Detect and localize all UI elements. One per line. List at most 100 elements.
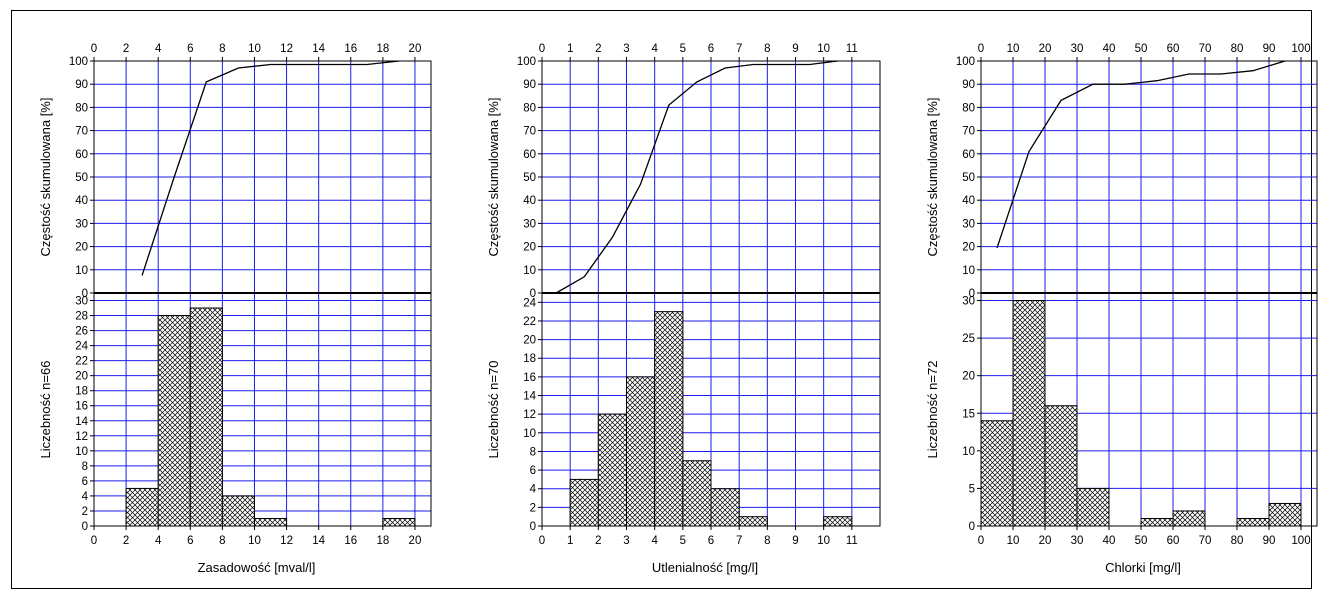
y-tick-label-cumulative: 90 bbox=[523, 79, 536, 91]
x-tick-label-bottom: 3 bbox=[623, 535, 629, 547]
y-tick-label-histogram: 2 bbox=[82, 506, 88, 518]
x-tick-label-bottom: 10 bbox=[248, 535, 261, 547]
x-tick-label-top: 8 bbox=[764, 43, 770, 55]
x-tick-label-top: 30 bbox=[1071, 43, 1084, 55]
y-tick-label-histogram: 12 bbox=[75, 431, 88, 443]
chart-panel-3: 0010102020303040405050606070708080909010… bbox=[925, 43, 1318, 575]
histogram-bar bbox=[569, 478, 599, 527]
x-tick-label-bottom: 30 bbox=[1071, 535, 1084, 547]
y-tick-label-cumulative: 70 bbox=[75, 126, 88, 138]
histogram-bar bbox=[1172, 510, 1206, 527]
histogram-bar bbox=[823, 516, 853, 527]
x-tick-label-top: 10 bbox=[817, 43, 830, 55]
y-tick-label-cumulative: 100 bbox=[69, 56, 88, 68]
y-tick-label-cumulative: 10 bbox=[523, 265, 536, 277]
x-tick-label-top: 80 bbox=[1231, 43, 1244, 55]
y-tick-label-histogram: 16 bbox=[523, 372, 536, 384]
cumulative-line bbox=[555, 60, 838, 294]
y-tick-label-cumulative: 80 bbox=[523, 102, 536, 114]
x-tick-label-top: 1 bbox=[567, 43, 573, 55]
x-tick-label-bottom: 20 bbox=[409, 535, 422, 547]
y-axis-title-cumulative: Częstość skumulowana [%] bbox=[486, 98, 501, 257]
y-tick-label-histogram: 20 bbox=[962, 371, 975, 383]
x-tick-label-top: 2 bbox=[595, 43, 601, 55]
x-tick-label-top: 4 bbox=[651, 43, 658, 55]
x-tick-label-bottom: 6 bbox=[708, 535, 714, 547]
histogram-bar bbox=[189, 307, 223, 527]
x-tick-label-bottom: 18 bbox=[376, 535, 389, 547]
histogram-bar bbox=[682, 460, 712, 527]
histogram-bar bbox=[738, 516, 768, 527]
y-tick-label-histogram: 10 bbox=[962, 446, 975, 458]
y-tick-label-histogram: 22 bbox=[75, 356, 88, 368]
y-tick-label-cumulative: 30 bbox=[962, 218, 975, 230]
y-tick-label-cumulative: 40 bbox=[75, 195, 88, 207]
figure-frame bbox=[11, 10, 1312, 589]
y-tick-label-histogram: 8 bbox=[530, 446, 536, 458]
histogram-bars bbox=[125, 307, 416, 527]
y-tick-label-histogram: 15 bbox=[962, 408, 975, 420]
x-tick-label-bottom: 6 bbox=[187, 535, 193, 547]
chart-panel-1: 0022446688101012121414161618182020010203… bbox=[38, 43, 432, 575]
x-tick-label-top: 3 bbox=[623, 43, 629, 55]
x-tick-label-bottom: 2 bbox=[123, 535, 129, 547]
y-tick-label-histogram: 2 bbox=[530, 502, 536, 514]
histogram-bar bbox=[597, 413, 627, 527]
x-tick-label-bottom: 40 bbox=[1103, 535, 1116, 547]
y-axis-title-histogram: Liczebność n=72 bbox=[925, 361, 940, 459]
y-tick-label-cumulative: 60 bbox=[523, 149, 536, 161]
histogram-bar bbox=[1076, 487, 1110, 527]
histogram-bar bbox=[1012, 300, 1046, 527]
x-tick-label-bottom: 100 bbox=[1291, 535, 1310, 547]
histogram-bar bbox=[221, 495, 255, 527]
histogram-bar bbox=[253, 517, 288, 527]
x-tick-label-top: 10 bbox=[248, 43, 261, 55]
cumulative-line bbox=[996, 60, 1286, 249]
x-tick-label-bottom: 80 bbox=[1231, 535, 1244, 547]
x-tick-label-top: 7 bbox=[736, 43, 742, 55]
y-tick-label-histogram: 22 bbox=[523, 316, 536, 328]
x-axis-title: Utlenialność [mg/l] bbox=[652, 560, 758, 575]
x-tick-label-top: 4 bbox=[155, 43, 162, 55]
x-tick-label-top: 20 bbox=[409, 43, 422, 55]
x-tick-label-top: 8 bbox=[219, 43, 225, 55]
y-tick-label-cumulative: 40 bbox=[962, 195, 975, 207]
histogram-bar bbox=[125, 487, 159, 527]
x-tick-label-top: 0 bbox=[91, 43, 97, 55]
x-tick-label-top: 70 bbox=[1199, 43, 1212, 55]
x-tick-label-bottom: 8 bbox=[219, 535, 225, 547]
x-tick-label-bottom: 4 bbox=[651, 535, 658, 547]
x-tick-label-bottom: 0 bbox=[978, 535, 984, 547]
histogram-bar bbox=[382, 517, 416, 527]
histogram-bar bbox=[654, 311, 684, 527]
histogram-bar bbox=[626, 376, 656, 527]
y-tick-label-histogram: 20 bbox=[75, 371, 88, 383]
histogram-bar bbox=[1236, 517, 1270, 527]
y-tick-label-histogram: 14 bbox=[523, 391, 536, 403]
x-tick-label-bottom: 16 bbox=[344, 535, 357, 547]
y-tick-label-cumulative: 70 bbox=[962, 126, 975, 138]
x-tick-label-bottom: 9 bbox=[792, 535, 798, 547]
y-tick-label-cumulative: 10 bbox=[75, 265, 88, 277]
y-tick-label-cumulative: 20 bbox=[962, 242, 975, 254]
x-tick-label-top: 90 bbox=[1263, 43, 1276, 55]
x-tick-label-bottom: 90 bbox=[1263, 535, 1276, 547]
y-tick-label-histogram: 10 bbox=[523, 428, 536, 440]
y-tick-label-histogram: 5 bbox=[969, 483, 975, 495]
y-tick-label-cumulative: 30 bbox=[523, 218, 536, 230]
y-tick-label-cumulative: 0 bbox=[530, 288, 536, 300]
y-tick-label-cumulative: 60 bbox=[962, 149, 975, 161]
x-tick-label-top: 6 bbox=[187, 43, 193, 55]
y-tick-label-cumulative: 70 bbox=[523, 126, 536, 138]
x-tick-label-bottom: 5 bbox=[680, 535, 686, 547]
x-tick-label-top: 0 bbox=[539, 43, 545, 55]
histogram-bar bbox=[157, 315, 191, 527]
y-tick-label-histogram: 0 bbox=[530, 521, 536, 533]
x-tick-label-bottom: 4 bbox=[155, 535, 162, 547]
y-tick-label-cumulative: 0 bbox=[82, 288, 88, 300]
histogram-bars bbox=[569, 311, 853, 527]
y-tick-label-histogram: 25 bbox=[962, 333, 975, 345]
x-axis-title: Chlorki [mg/l] bbox=[1105, 560, 1181, 575]
x-tick-label-bottom: 14 bbox=[312, 535, 325, 547]
